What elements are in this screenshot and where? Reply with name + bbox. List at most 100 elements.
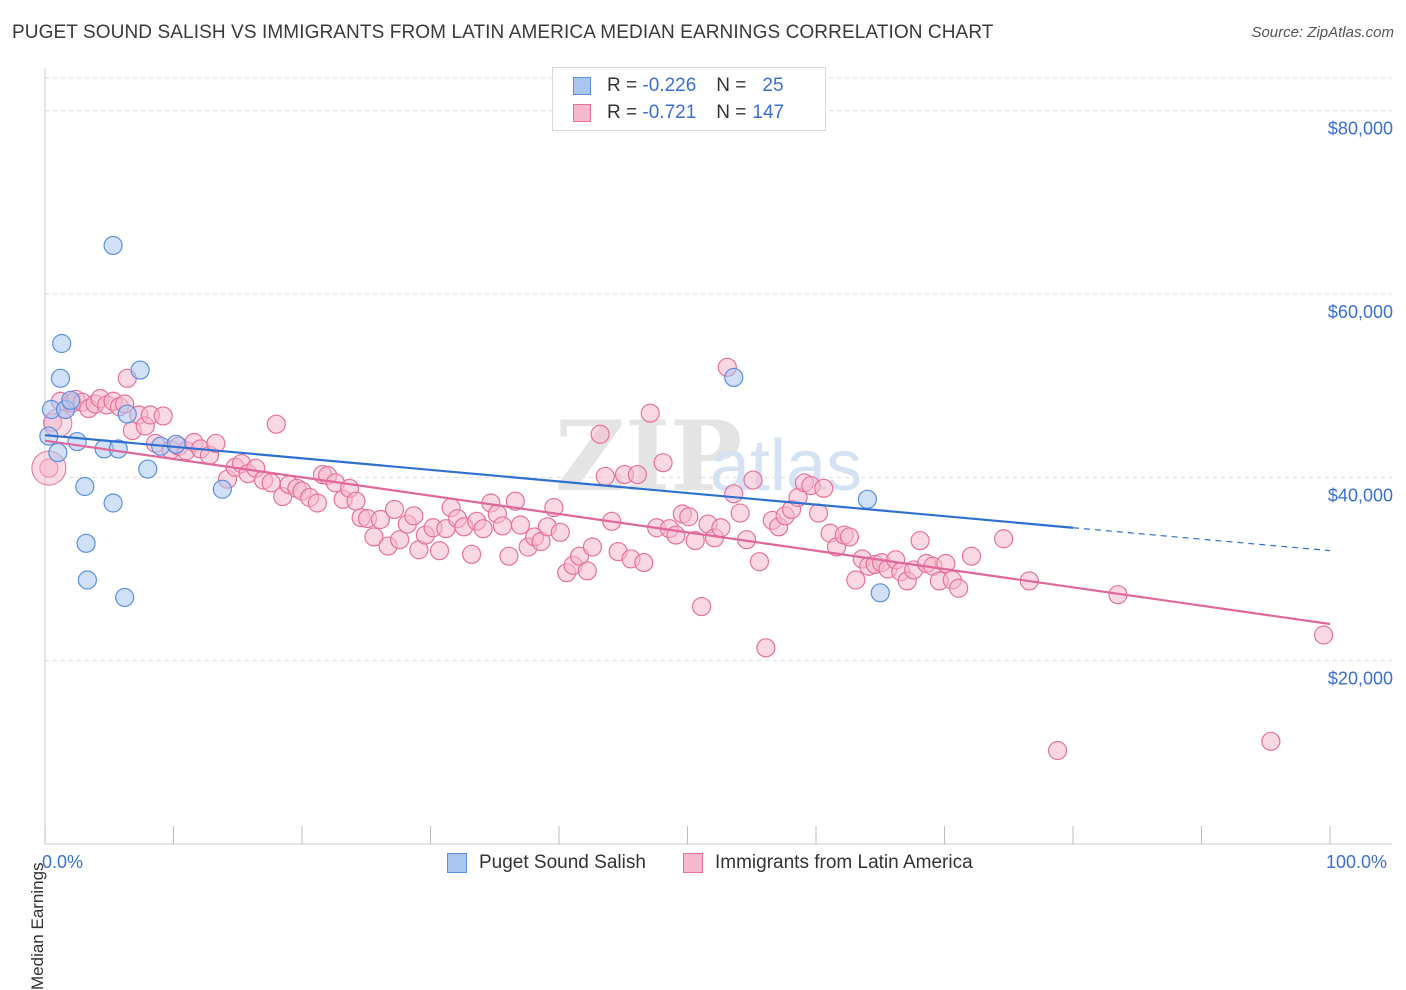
data-point [50,368,71,388]
data-point [138,459,158,479]
data-point [390,530,410,550]
y-tick-label: $60,000 [1328,302,1393,322]
trend-line-salish [44,434,1074,529]
y-tick-label: $20,000 [1328,669,1393,689]
data-point [730,503,750,523]
data-point [595,466,615,487]
data-point [384,499,405,520]
data-point [627,464,647,485]
data-point [370,509,390,530]
data-point [808,503,829,523]
data-point [679,507,699,527]
legend-row-salish: R = -0.226 N = 25 [573,74,784,98]
chart-title: PUGET SOUND SALISH VS IMMIGRANTS FROM LA… [12,22,994,43]
data-point [1313,625,1334,645]
x-tick-label-max: 100.0% [1326,852,1388,872]
series-legend: Puget Sound Salish Immigrants from Latin… [0,852,1406,878]
source-label: Source: ZipAtlas.com [1251,24,1394,41]
data-point [756,638,776,658]
data-point [76,533,96,553]
data-point [505,491,525,511]
trend-lines [44,434,1331,626]
y-tick-label: $80,000 [1328,119,1393,139]
data-point [266,414,286,434]
data-point [749,552,770,572]
legend-n-value: 25 [762,75,784,96]
data-point [910,530,930,551]
data-point [582,537,603,557]
data-point [103,493,123,513]
data-point [492,516,513,536]
data-point [961,546,982,566]
data-point [994,529,1014,549]
legend-r-label: R = [607,102,638,123]
trend-line-salish-extrapolated [1072,527,1331,552]
data-point [870,583,890,603]
legend-n-value: 147 [752,102,785,123]
data-point [653,453,673,473]
legend-swatch-pink [573,104,591,122]
legend-swatch-pink [683,853,703,873]
data-point [67,431,87,452]
data-point [685,530,705,551]
data-point [130,360,150,380]
series-immigrants-latin-america [31,357,1334,761]
data-point [857,489,878,509]
data-point [462,544,482,564]
data-point [117,404,137,424]
legend-n-label: N = [716,75,747,96]
data-point [724,367,744,388]
legend-r-label: R = [607,75,638,96]
data-point [473,519,493,539]
data-point [206,433,226,454]
data-point [364,527,384,547]
series-puget-sound-salish [39,235,890,608]
data-point [1047,740,1068,761]
data-point [153,406,173,426]
legend-swatch-blue [573,77,591,95]
x-tick-label-min: 0.0% [42,852,84,872]
data-point [103,235,123,256]
data-point [75,476,95,497]
legend-row-latin: R = -0.721 N = 147 [573,101,784,125]
data-point [577,561,597,581]
data-point [814,478,834,498]
data-point [77,570,98,590]
data-point [724,484,744,504]
data-point [590,424,610,444]
legend-r-value: -0.226 [642,75,697,96]
data-point [839,527,860,547]
data-point [499,546,519,566]
data-point [949,578,969,598]
data-point [52,333,72,354]
data-point [634,552,654,573]
data-point [212,479,232,499]
data-point [48,442,68,463]
data-point [640,403,660,423]
legend-label-salish: Puget Sound Salish [479,852,646,873]
data-point [61,390,81,410]
y-tick-label: $40,000 [1328,485,1393,505]
data-point [404,506,424,526]
legend-item-salish: Puget Sound Salish [447,852,646,874]
data-point [429,541,450,561]
legend-n-label: N = [716,102,747,123]
data-point [115,587,135,608]
data-point [743,470,763,490]
data-point [166,434,186,454]
legend-item-latin: Immigrants from Latin America [683,852,973,874]
data-point [692,596,712,617]
data-point [346,491,366,511]
legend-swatch-blue [447,853,467,873]
data-point [307,493,328,513]
correlation-legend: R = -0.226 N = 25 R = -0.721 N = 147 [552,67,826,131]
y-tick-labels: $20,000 $40,000 $60,000 $80,000 [1328,119,1393,689]
data-point [510,515,531,535]
trend-line-latin [44,439,1331,626]
data-point [711,518,731,538]
legend-r-value: -0.721 [642,102,697,123]
data-point [846,570,866,590]
data-point [550,522,570,542]
